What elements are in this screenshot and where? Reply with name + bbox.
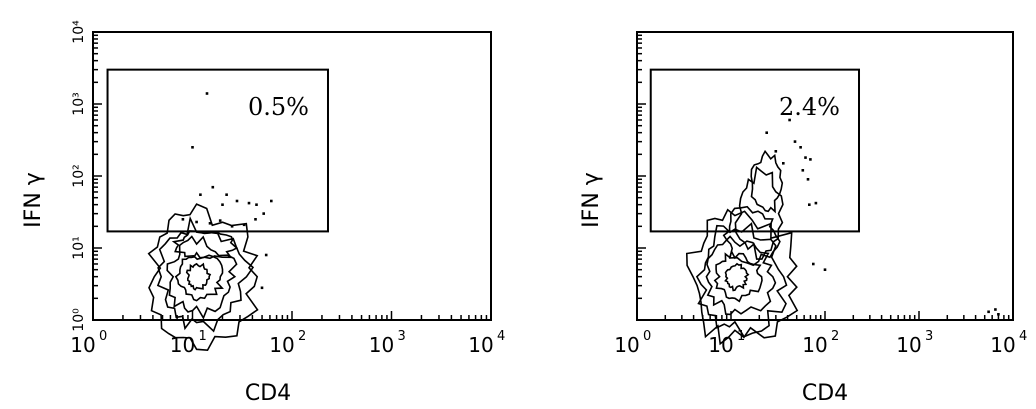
contour-plot	[147, 203, 259, 352]
event-dot	[987, 310, 990, 314]
event-dot	[264, 253, 268, 257]
x-tick-label: 10	[896, 333, 921, 357]
x-tick-exponent: 0	[99, 329, 107, 344]
contour-ring	[156, 215, 255, 333]
x-tick-labels: 10 0 10 1 10 2 10 3 10 4	[614, 329, 1027, 357]
event-dot	[211, 185, 215, 189]
x-tick-exponent: 2	[298, 329, 306, 344]
x-tick-label: 10	[369, 333, 394, 357]
x-axis-label: CD4	[245, 381, 291, 406]
event-dot	[799, 146, 802, 149]
x-tick-exponent: 4	[497, 329, 505, 344]
event-dot	[774, 150, 778, 153]
event-dot	[809, 158, 812, 161]
y-tick-label: 10¹	[71, 236, 87, 259]
event-dot	[994, 308, 997, 311]
right-plot-panel: 2.4% 10 0 10 1 10 2 10 3 10 4 CD4 IFN γ	[579, 31, 1027, 406]
event-dot	[205, 92, 209, 95]
contour-ring	[695, 222, 788, 338]
x-tick-exponent: 2	[831, 329, 839, 344]
event-dot	[254, 218, 257, 221]
event-dot	[782, 162, 785, 165]
event-dot	[793, 140, 797, 143]
y-tick-label: 10²	[71, 164, 87, 187]
event-dot	[814, 201, 818, 205]
contour-ring	[171, 230, 239, 261]
x-tick-label: 10	[708, 333, 733, 357]
contour-ring	[166, 235, 238, 320]
contour-ring	[705, 235, 777, 316]
event-dot	[812, 262, 815, 266]
event-dot	[230, 225, 234, 228]
event-dot	[823, 268, 827, 271]
event-dot	[801, 169, 805, 172]
contour-ring	[713, 249, 763, 303]
axis-ticks	[636, 31, 1014, 321]
contour-ring	[185, 262, 212, 291]
event-dot	[806, 178, 810, 181]
event-dots	[765, 118, 1000, 316]
x-tick-label: 10	[990, 333, 1015, 357]
contour-plot	[685, 149, 799, 346]
x-tick-exponent: 0	[643, 329, 651, 344]
event-dot	[199, 193, 202, 196]
plot-frame	[92, 31, 492, 321]
event-dot	[255, 203, 258, 206]
event-dot	[765, 131, 768, 134]
event-dot	[788, 118, 791, 122]
event-dot	[242, 223, 246, 227]
event-dot	[270, 199, 273, 203]
x-tick-exponent: 1	[199, 329, 207, 344]
contour-ring	[685, 208, 799, 346]
x-tick-label: 10	[269, 333, 294, 357]
y-tick-label: 10⁴	[71, 20, 87, 44]
ifn-gamma-gate	[649, 68, 861, 233]
event-dot	[225, 193, 228, 196]
event-dot	[195, 220, 198, 224]
contour-ring	[174, 251, 224, 302]
x-tick-label: 10	[614, 333, 639, 357]
x-tick-exponent: 3	[398, 329, 406, 344]
event-dot	[260, 286, 264, 290]
gate-percentage-label: 0.5%	[248, 93, 309, 121]
axis-ticks	[92, 31, 492, 321]
y-tick-labels: 10⁰ 10¹ 10² 10³ 10⁴	[71, 20, 87, 332]
gate-percentage-label: 2.4%	[779, 93, 840, 121]
left-plot-panel: 0.5% 10 0 10 1 10 2 10 3 10 4 10⁰ 10¹ 10² 10³ 10⁴ CD4…	[21, 20, 505, 406]
x-tick-label: 10	[802, 333, 827, 357]
event-dot	[997, 313, 1000, 316]
event-dot	[247, 201, 251, 205]
event-dot	[181, 218, 185, 221]
x-tick-label: 10	[468, 333, 493, 357]
x-axis-label: CD4	[802, 381, 848, 406]
y-axis-label: IFN γ	[579, 172, 604, 228]
x-tick-exponent: 1	[737, 329, 745, 344]
contour-ring	[724, 262, 750, 292]
event-dot	[808, 203, 811, 206]
x-tick-exponent: 4	[1019, 329, 1027, 344]
x-tick-label: 10	[170, 333, 195, 357]
event-dot	[804, 156, 807, 159]
event-dot	[262, 212, 265, 215]
ifn-gamma-gate	[106, 68, 329, 233]
x-tick-labels: 10 0 10 1 10 2 10 3 10 4	[70, 329, 505, 357]
y-axis-label: IFN γ	[21, 172, 46, 228]
y-tick-label: 10⁰	[71, 308, 87, 332]
x-tick-exponent: 3	[925, 329, 933, 344]
y-tick-label: 10³	[71, 92, 87, 115]
event-dot	[221, 203, 224, 206]
event-dot	[218, 219, 222, 222]
event-dots	[181, 92, 273, 290]
event-dot	[235, 199, 239, 203]
contour-ring	[734, 165, 784, 260]
x-tick-label: 10	[70, 333, 95, 357]
event-dot	[191, 146, 194, 149]
event-dot	[208, 222, 212, 225]
contour-ring	[147, 203, 259, 352]
contour-ring	[750, 149, 784, 214]
contour-ring	[722, 205, 781, 267]
